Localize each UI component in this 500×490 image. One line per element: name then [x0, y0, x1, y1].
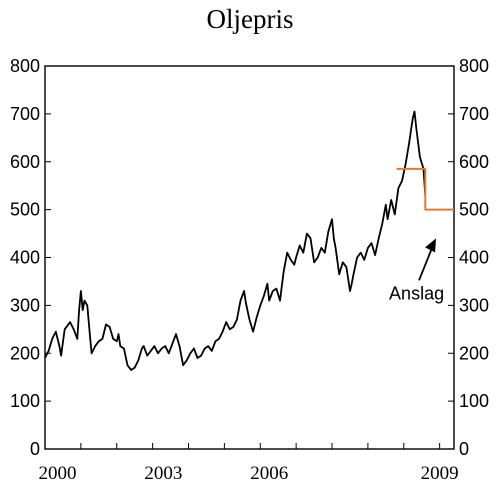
y-tick-label-left: 300 [10, 295, 40, 315]
annotation-arrow-head [425, 238, 437, 253]
plot-area-frame [44, 65, 455, 450]
y-tick-label-left: 500 [10, 200, 40, 220]
y-tick-label-left: 700 [10, 104, 40, 124]
y-tick-label-left: 800 [10, 56, 40, 76]
y-tick-label-left: 100 [10, 391, 40, 411]
forecast-line [396, 167, 454, 211]
annotation-arrow-shaft [418, 245, 434, 281]
y-tick-label-right: 500 [459, 200, 489, 220]
chart-title: Oljepris [207, 4, 294, 34]
y-tick-label-left: 200 [10, 343, 40, 363]
y-tick-label-left: 400 [10, 248, 40, 268]
oil-price-line [44, 110, 427, 371]
annotation-layer: Anslag [389, 238, 444, 303]
y-tick-label-right: 100 [459, 391, 489, 411]
y-tick-label-right: 800 [459, 56, 489, 76]
y-tick-label-right: 700 [459, 104, 489, 124]
x-tick-label: 2009 [421, 463, 459, 484]
y-tick-label-left: 600 [10, 152, 40, 172]
series-layer [44, 110, 454, 371]
x-tick-label: 2000 [39, 463, 77, 484]
axes-layer: 0 0 100 100 200 200 300 300 400 400 500 500 600 600 70… [10, 56, 489, 484]
y-tick-label-left: 0 [30, 439, 40, 459]
y-tick-label-right: 300 [459, 295, 489, 315]
annotation-label: Anslag [389, 283, 444, 303]
y-tick-label-right: 400 [459, 248, 489, 268]
x-tick-label: 2006 [250, 463, 288, 484]
x-tick-label: 2003 [144, 463, 182, 484]
y-tick-label-right: 200 [459, 343, 489, 363]
y-tick-label-right: 0 [459, 439, 469, 459]
y-tick-label-right: 600 [459, 152, 489, 172]
